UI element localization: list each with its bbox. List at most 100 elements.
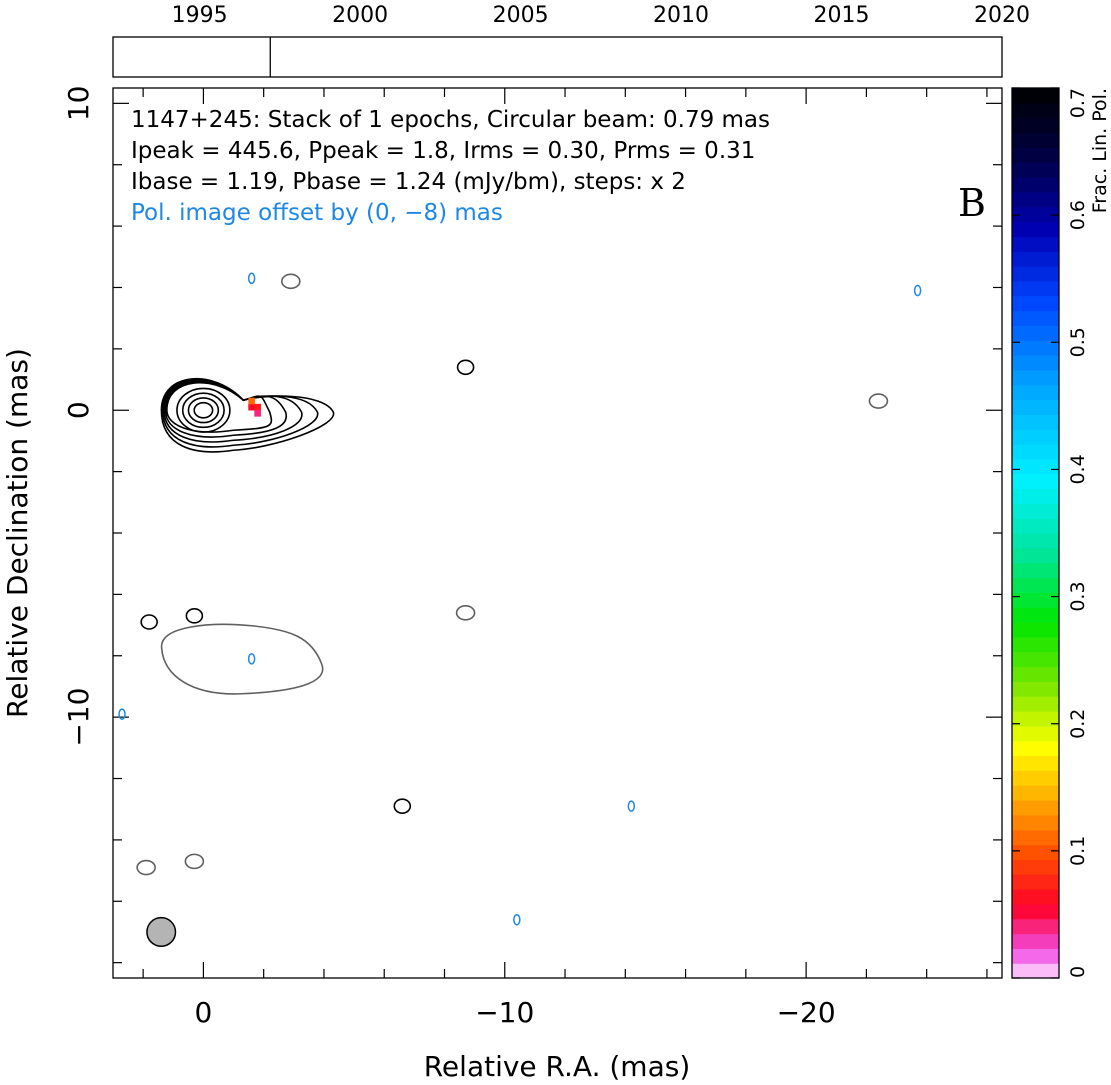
colorbar-tick-label: 0.4 [1067, 454, 1089, 484]
colorbar-band [1012, 399, 1059, 415]
contour-layer [118, 272, 922, 926]
colorbar-band [1012, 191, 1059, 208]
polarization-contour [247, 653, 256, 665]
polarization-contour [247, 272, 256, 285]
timeline-frame [112, 36, 1003, 78]
colorbar-tick-label: 0.6 [1067, 200, 1089, 230]
total-intensity-negative-contour [455, 604, 476, 621]
timeline-year-label: 2010 [653, 3, 709, 28]
colorbar-band [1012, 340, 1059, 356]
colorbar-band [1012, 206, 1059, 223]
x-tick-label: 0 [194, 996, 212, 1029]
plot-area: 0 −10 −20 10 0 −10 [62, 86, 1003, 1029]
timeline-year-labels: 1995 2000 2005 2010 2015 2020 [172, 3, 1030, 28]
colorbar-band [1012, 948, 1059, 964]
total-intensity-contour [181, 392, 225, 429]
colorbar-band [1012, 102, 1059, 119]
colorbar-band [1012, 740, 1059, 757]
beam-circle [146, 916, 177, 947]
polarization-contour [513, 913, 521, 926]
colorbar-band [1012, 236, 1059, 252]
fpol-pixel [248, 403, 255, 411]
polarization-contour [913, 284, 922, 297]
colorbar-band [1012, 592, 1059, 608]
colorbar-gradient [1012, 88, 1059, 979]
colorbar-band [1012, 488, 1059, 504]
colorbar-band [1012, 622, 1059, 638]
colorbar-band [1012, 785, 1059, 801]
colorbar-band [1012, 711, 1059, 727]
colorbar-band [1012, 414, 1059, 430]
colorbar-band [1012, 384, 1059, 401]
colorbar-tick-label: 0.7 [1067, 88, 1089, 118]
colorbar-band [1012, 369, 1059, 386]
colorbar-band [1012, 132, 1059, 148]
colorbar-band [1012, 295, 1059, 312]
axis-ticks [113, 88, 1002, 978]
beam-ellipse [146, 916, 177, 947]
y-tick-label: −10 [62, 688, 95, 747]
polarization-contour [118, 708, 126, 720]
total-intensity-contour [456, 359, 475, 376]
colorbar-band [1012, 562, 1059, 579]
colorbar-band [1012, 547, 1059, 564]
x-tick-label: −20 [777, 996, 836, 1029]
colorbar-tick-label: 0 [1067, 966, 1089, 978]
info-text: 1147+245: Stack of 1 epochs, Circular be… [131, 107, 770, 226]
colorbar-band [1012, 473, 1059, 490]
colorbar-band [1012, 607, 1059, 623]
colorbar-band [1012, 251, 1059, 267]
colorbar-band [1012, 933, 1059, 949]
colorbar-tick-label: 0.2 [1067, 709, 1089, 739]
colorbar-band [1012, 636, 1059, 653]
fpol-pixel-layer [248, 397, 261, 417]
fpol-pixel [254, 409, 261, 417]
colorbar-band [1012, 147, 1059, 163]
colorbar-band [1012, 503, 1059, 519]
colorbar-band [1012, 859, 1059, 875]
colorbar-band [1012, 458, 1059, 475]
colorbar-band [1012, 355, 1059, 371]
colorbar-band [1012, 325, 1059, 341]
colorbar-band [1012, 696, 1059, 712]
colorbar-band [1012, 444, 1059, 460]
polarization-contour [627, 800, 636, 812]
colorbar-band [1012, 903, 1059, 920]
info-line-4: Pol. image offset by (0, −8) mas [131, 200, 503, 226]
colorbar-tick-label: 0.3 [1067, 581, 1089, 611]
total-intensity-contour [160, 378, 335, 453]
total-intensity-contour [161, 379, 319, 448]
x-axis-label: Relative R.A. (mas) [424, 1050, 691, 1083]
colorbar-ticks: 0 0.1 0.2 0.3 0.4 0.5 0.6 0.7 [1012, 87, 1089, 979]
total-intensity-contour [393, 798, 412, 814]
total-intensity-contour [187, 397, 220, 424]
colorbar-band [1012, 651, 1059, 668]
epoch-timeline: 1995 2000 2005 2010 2015 2020 [112, 3, 1030, 78]
colorbar-band [1012, 518, 1059, 534]
colorbar-band [1012, 117, 1059, 134]
info-line-1: 1147+245: Stack of 1 epochs, Circular be… [131, 107, 770, 133]
colorbar-band [1012, 162, 1059, 178]
axis-tick-labels: 0 −10 −20 10 0 −10 [62, 86, 836, 1029]
total-intensity-negative-contour [136, 859, 156, 876]
timeline-year-label: 2015 [814, 3, 870, 28]
colorbar-band [1012, 725, 1059, 742]
colorbar-band [1012, 681, 1059, 697]
colorbar-band [1012, 429, 1059, 445]
timeline-year-label: 2020 [974, 3, 1030, 28]
colorbar-band [1012, 666, 1059, 682]
colorbar-band [1012, 755, 1059, 771]
total-intensity-contour [140, 614, 158, 630]
total-intensity-negative-contour [184, 853, 205, 870]
panel-letter: B [958, 181, 986, 225]
colorbar-band [1012, 770, 1059, 786]
colorbar-band [1012, 874, 1059, 890]
timeline-year-label: 2000 [332, 3, 388, 28]
fpol-pixel [254, 403, 261, 411]
y-tick-label: 0 [62, 401, 95, 419]
info-line-3: Ibase = 1.19, Pbase = 1.24 (mJy/bm), ste… [131, 169, 686, 195]
total-intensity-contour [193, 401, 214, 419]
colorbar-band [1012, 829, 1059, 846]
colorbar-label: Frac. Lin. Pol. [1089, 88, 1111, 213]
